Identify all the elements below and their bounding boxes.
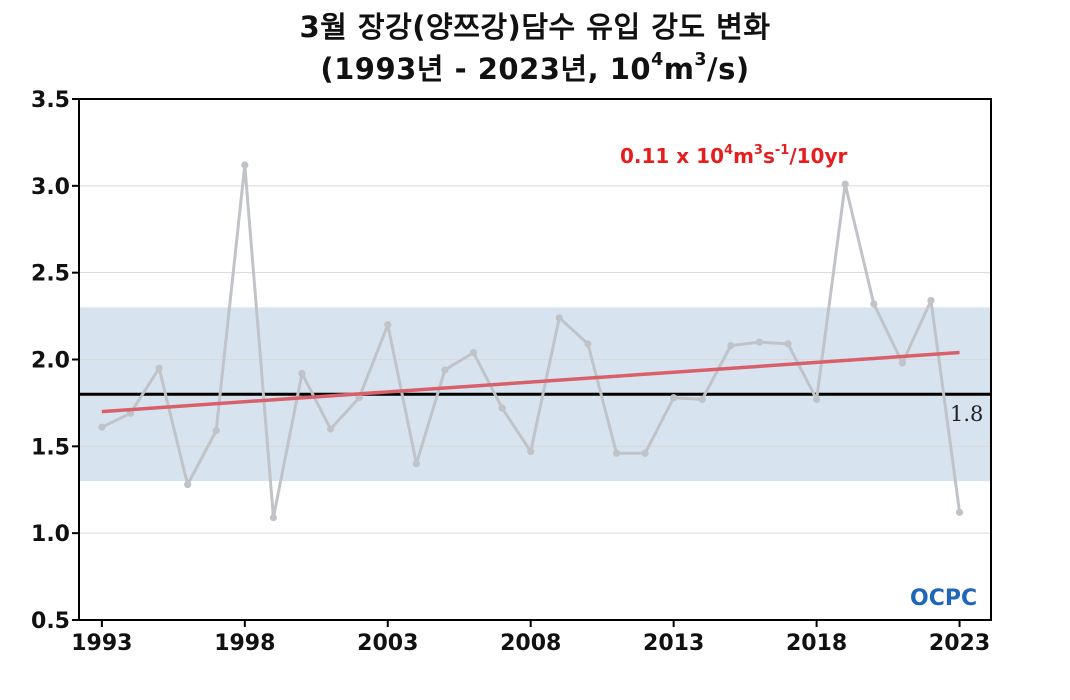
data-point	[469, 348, 478, 357]
y-tick-label: 0.5	[31, 609, 70, 634]
data-point	[355, 394, 363, 402]
data-point	[727, 342, 735, 350]
subtitle-exponent-3: 3	[694, 50, 708, 71]
x-tick-label: 2013	[643, 631, 704, 656]
data-point	[641, 449, 649, 457]
data-point	[126, 409, 135, 417]
data-point	[298, 369, 306, 377]
data-point	[698, 395, 706, 404]
data-point	[384, 321, 392, 329]
data-point	[670, 394, 678, 402]
data-point	[898, 359, 906, 367]
data-point	[555, 314, 563, 322]
subtitle-prefix: (1993년 - 2023년, 10	[320, 52, 652, 86]
data-point	[870, 300, 878, 308]
data-point	[841, 180, 849, 188]
data-point	[813, 395, 821, 404]
subtitle-unit-m: m	[663, 52, 695, 86]
data-point	[784, 340, 792, 348]
data-point	[212, 427, 220, 435]
data-point	[155, 364, 163, 372]
subtitle-suffix: /s)	[707, 52, 750, 86]
y-tick-label: 1.0	[31, 522, 70, 547]
data-point	[584, 340, 592, 348]
subtitle-exponent-4: 4	[651, 50, 664, 71]
chart-subtitle: (1993년 - 2023년, 104m3/s)	[0, 46, 1070, 88]
chart-title: 3월 장강(양쯔강)담수 유입 강도 변화	[0, 4, 1070, 46]
data-point	[269, 513, 278, 522]
data-point	[755, 338, 764, 346]
data-point	[184, 480, 192, 489]
data-point	[412, 460, 420, 468]
x-tick-label: 2008	[500, 631, 561, 656]
y-tick-label: 2.0	[31, 349, 70, 374]
data-point	[527, 447, 535, 456]
data-point	[241, 161, 249, 169]
trend-rate-label: 0.11 x 104m3s-1/10yr	[620, 143, 847, 168]
x-tick-label: 1998	[214, 631, 275, 656]
x-tick-label: 2018	[786, 631, 847, 656]
data-point	[955, 508, 964, 516]
plot-frame	[78, 98, 992, 621]
ocpc-logo: OCPC	[910, 586, 977, 611]
x-tick-label: 2023	[929, 631, 990, 656]
y-tick-label: 3.0	[31, 175, 70, 200]
y-tick-label: 2.5	[31, 262, 70, 287]
data-point	[498, 404, 506, 412]
chart-title-line1: 3월 장강(양쯔강)담수 유입 강도 변화	[299, 10, 771, 44]
trend-line	[101, 350, 960, 414]
x-tick-label: 2003	[357, 631, 418, 656]
data-point	[98, 423, 106, 431]
data-point	[927, 296, 935, 305]
y-tick-label: 1.5	[31, 435, 70, 460]
reference-value-label: 1.8	[950, 402, 983, 426]
data-point	[326, 425, 335, 433]
data-point	[612, 449, 621, 457]
x-tick-label: 1993	[71, 631, 132, 656]
y-tick-label: 3.5	[31, 88, 70, 113]
data-point	[441, 366, 449, 374]
